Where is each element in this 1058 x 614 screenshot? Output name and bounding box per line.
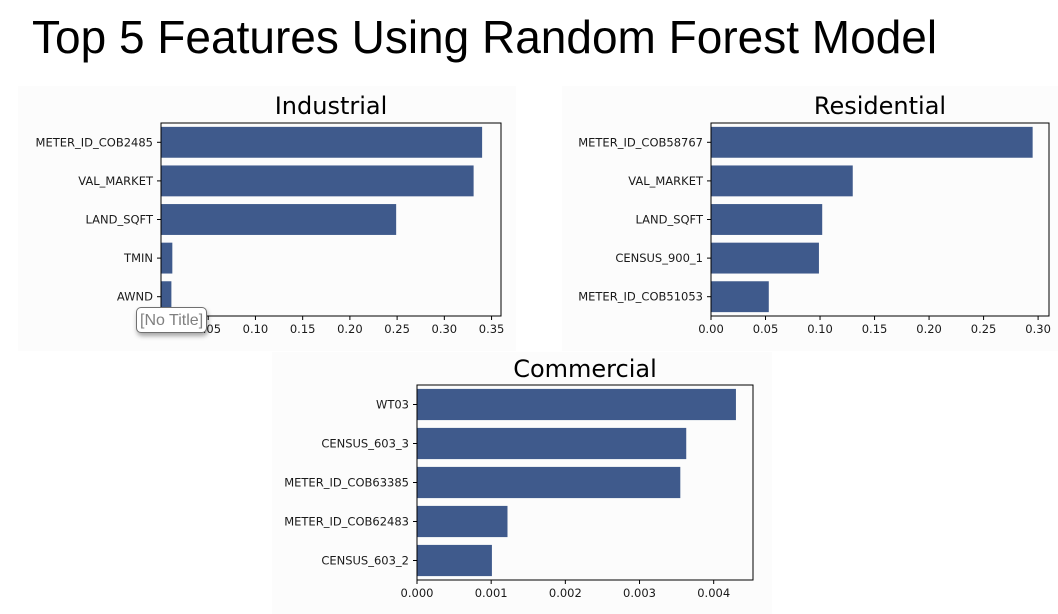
chart-title: Commercial [513,355,657,383]
x-tick-label: 0.25 [384,322,410,336]
x-tick-label: 0.35 [479,322,505,336]
bar-meter-id-cob62483 [417,505,508,538]
bar-meter-id-cob51053 [711,281,769,313]
x-tick-label: 0.10 [807,322,833,336]
bar-val-market [161,165,474,197]
bar-census-603-3 [417,427,687,460]
bar-census-900-1 [711,242,819,274]
x-tick-label: 0.20 [337,322,363,336]
plot-frame [160,122,502,317]
x-tick-label: 0.15 [290,322,316,336]
chart-industrial-svg: Industrial METER_ID_COB2485 VAL_MARKET LAND… [36,92,505,336]
category-label: AWND [117,290,153,304]
chart-residential: Residential METER_ID_COB58767 VAL_MARKET LA… [562,86,1058,351]
category-label: WT03 [376,398,409,412]
x-tick-label: 0.10 [243,322,269,336]
chart-title: Industrial [275,92,388,120]
x-tick-label: 0.25 [971,322,997,336]
bar-tmin [161,242,173,274]
chart-residential-svg: Residential METER_ID_COB58767 VAL_MARKET LA… [578,92,1051,336]
x-tick-label: 0.002 [549,586,582,600]
bar-meter-id-cob2485 [161,126,483,158]
x-tick-label: 0.15 [862,322,888,336]
bar-census-603-2 [417,544,492,577]
category-label: METER_ID_COB63385 [284,476,409,490]
x-tick-label: 0.004 [697,586,730,600]
bar-awnd [161,281,172,313]
bar-wt03 [417,388,736,421]
category-label: CENSUS_900_1 [615,251,703,265]
category-label: METER_ID_COB62483 [284,515,409,529]
chart-commercial-svg: Commercial WT03 CENSUS_603_3 METER_ID_COB63… [284,355,754,600]
category-label: LAND_SQFT [635,213,704,227]
bar-val-market [711,165,853,197]
bar-land-sqft [161,204,397,235]
x-tick-label: 0.00 [698,322,724,336]
slide-title: Top 5 Features Using Random Forest Model [32,11,938,63]
plot-frame [416,384,754,581]
x-tick-label: 0.20 [916,322,942,336]
bar-land-sqft [711,204,823,235]
category-label: CENSUS_603_3 [321,437,409,451]
category-label: CENSUS_603_2 [321,554,409,568]
bar-meter-id-cob63385 [417,466,681,499]
category-label: VAL_MARKET [628,174,704,188]
x-tick-label: 0.05 [753,322,779,336]
x-tick-label: 0.003 [623,586,656,600]
x-tick-label: 0.30 [432,322,458,336]
plot-frame [710,122,1050,317]
bar-meter-id-cob58767 [711,126,1033,158]
chart-title: Residential [814,92,946,120]
category-label: LAND_SQFT [85,213,154,227]
category-label: VAL_MARKET [78,174,154,188]
x-tick-label: 0.30 [1025,322,1051,336]
category-label: METER_ID_COB51053 [578,290,703,304]
category-label: TMIN [123,251,153,265]
no-title-tooltip: [No Title] [136,307,208,333]
category-label: METER_ID_COB58767 [578,135,703,149]
x-tick-label: 0.001 [475,586,508,600]
chart-industrial: Industrial METER_ID_COB2485 VAL_MARKET LAND… [18,86,516,351]
category-label: METER_ID_COB2485 [36,135,153,149]
chart-commercial: Commercial WT03 CENSUS_603_3 METER_ID_COB63… [272,352,772,614]
x-tick-label: 0.000 [401,586,434,600]
